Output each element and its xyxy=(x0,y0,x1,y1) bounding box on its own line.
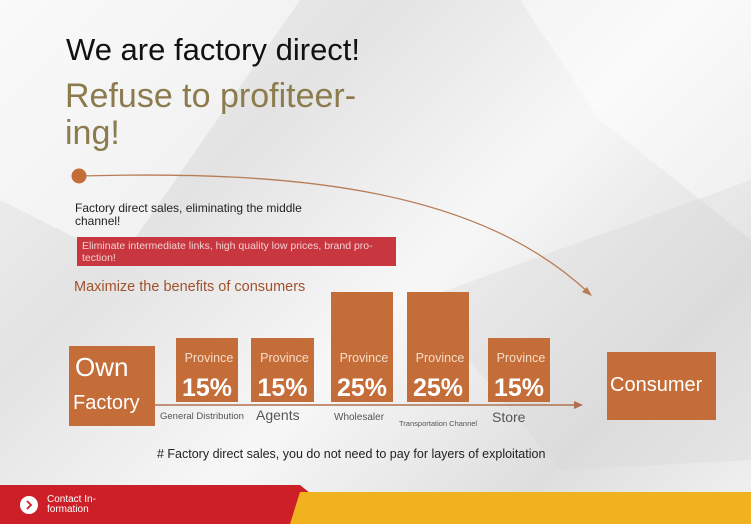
step-box: Province 15% xyxy=(251,338,314,402)
start-line: Factory xyxy=(73,392,140,414)
title: We are factory direct! xyxy=(66,32,361,67)
step-share: 15% xyxy=(181,374,233,402)
step-box: Province 25% xyxy=(407,292,469,402)
step-name: Agents xyxy=(256,407,300,423)
footer-link[interactable]: Contact In- formation xyxy=(47,495,96,515)
step-label: Province xyxy=(415,351,465,365)
end-label: Consumer xyxy=(610,374,703,396)
footer-line: formation xyxy=(47,504,89,515)
intro-line: channel! xyxy=(75,214,121,228)
step-label: Province xyxy=(260,351,309,365)
banner-line: Eliminate intermediate links, high quali… xyxy=(82,240,373,252)
benefit: Maximize the benefits of consumers xyxy=(74,279,306,295)
start-line: Own xyxy=(75,352,129,382)
step-share: 15% xyxy=(257,374,308,402)
step-box: Province 15% xyxy=(488,338,550,402)
step-name: Wholesaler xyxy=(334,412,385,423)
subtitle-line: Refuse to profiteer- xyxy=(65,77,357,115)
intro-line: Factory direct sales, eliminating the mi… xyxy=(75,201,302,215)
step-share: 25% xyxy=(412,374,464,402)
step-name: General Distribution xyxy=(160,411,244,422)
step-name: Store xyxy=(492,409,526,425)
banner-line: tection! xyxy=(82,252,116,264)
end-box: Consumer xyxy=(607,352,716,420)
step-share: 25% xyxy=(336,374,388,402)
start-box: Own Factory xyxy=(69,346,155,426)
banner: Eliminate intermediate links, high quali… xyxy=(77,237,396,266)
step-box: Province 15% xyxy=(176,338,238,402)
step-label: Province xyxy=(339,351,389,365)
step-box: Province 25% xyxy=(331,292,393,402)
step-share: 15% xyxy=(493,374,545,402)
step-label: Province xyxy=(496,351,546,365)
step-label: Province xyxy=(184,351,234,365)
footnote: # Factory direct sales, you do not need … xyxy=(157,447,546,461)
subtitle-line: ing! xyxy=(65,114,120,152)
step-name: Transportation Channel xyxy=(399,419,478,428)
footer-line: Contact In- xyxy=(47,494,96,505)
